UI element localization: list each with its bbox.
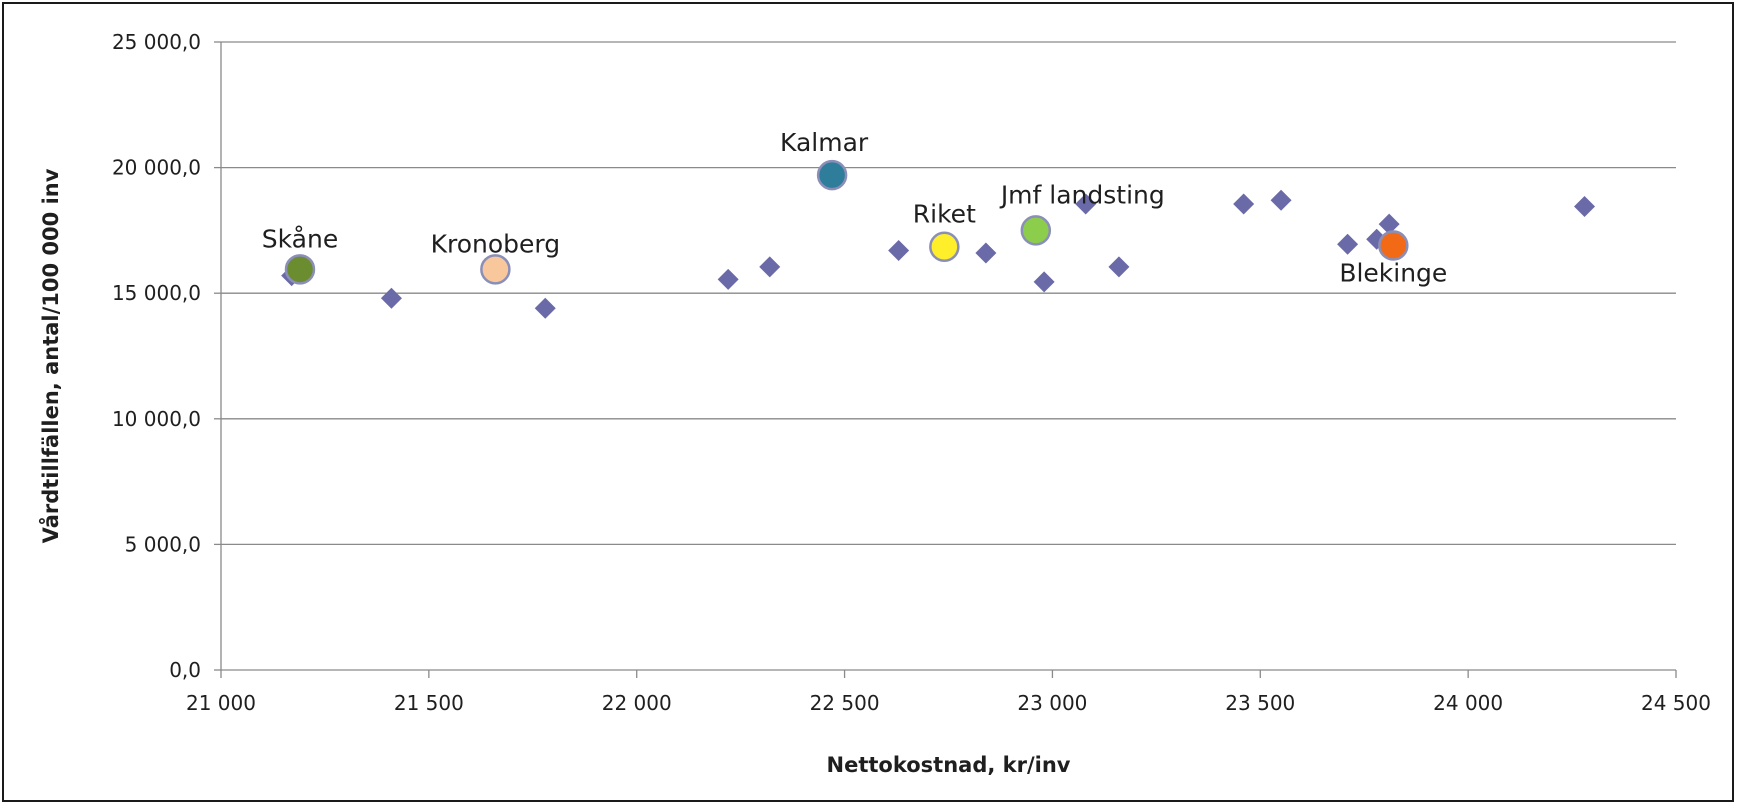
diamond-point [1075,193,1097,215]
circle-point [1020,215,1052,246]
y-tick-label: 15 000,0 [112,281,201,305]
point-label: Kronoberg [431,229,561,258]
x-tick-label: 23 000 [1017,691,1087,715]
x-tick-label: 22 000 [602,691,672,715]
circle-point [929,231,960,262]
x-tick-label: 23 500 [1225,691,1295,715]
data-points [281,159,1596,319]
diamond-point [759,256,781,278]
circle-point [1378,230,1409,261]
y-axis-title: Vårdtillfällen, antal/100 000 inv [38,168,63,543]
y-tick-label: 0,0 [169,658,201,682]
diamond-point [717,268,739,290]
point-label: Blekinge [1339,258,1447,287]
diamond-point [1033,271,1055,293]
point-label: Jmf landsting [999,180,1165,209]
point-label: Skåne [262,224,338,253]
circle-point [284,254,316,285]
circle-point [816,159,848,191]
point-label: Kalmar [780,128,869,157]
diamond-point [1574,196,1596,218]
y-tick-label: 25 000,0 [112,30,201,54]
y-tick-label: 5 000,0 [125,532,201,556]
x-tick-label: 21 500 [394,691,464,715]
x-axis-title: Nettokostnad, kr/inv [827,753,1071,777]
gridlines [221,41,1676,546]
diamond-point [1337,233,1359,255]
x-tick-label: 24 000 [1433,691,1503,715]
diamond-point [888,239,910,261]
diamond-point [975,242,997,264]
x-tick-label: 22 500 [810,691,880,715]
axes [214,41,1677,678]
diamond-point [534,297,556,319]
diamond-point [1270,189,1292,211]
circle-point [480,254,511,285]
point-labels: Skåne Kronoberg Kalmar Riket Jmf landsting Bl… [262,128,1448,287]
diamond-point [1378,213,1400,235]
x-tick-label: 24 500 [1641,691,1711,715]
diamond-point [380,287,402,309]
diamond-point [1108,256,1130,278]
tick-labels: 0,0 5 000,0 10 000,0 15 000,0 20 000,0 25 000… [112,30,1711,715]
diamond-point [1233,193,1255,215]
x-tick-label: 21 000 [186,691,256,715]
point-label: Riket [913,200,976,229]
y-tick-label: 10 000,0 [112,407,201,431]
y-tick-label: 20 000,0 [112,156,201,180]
